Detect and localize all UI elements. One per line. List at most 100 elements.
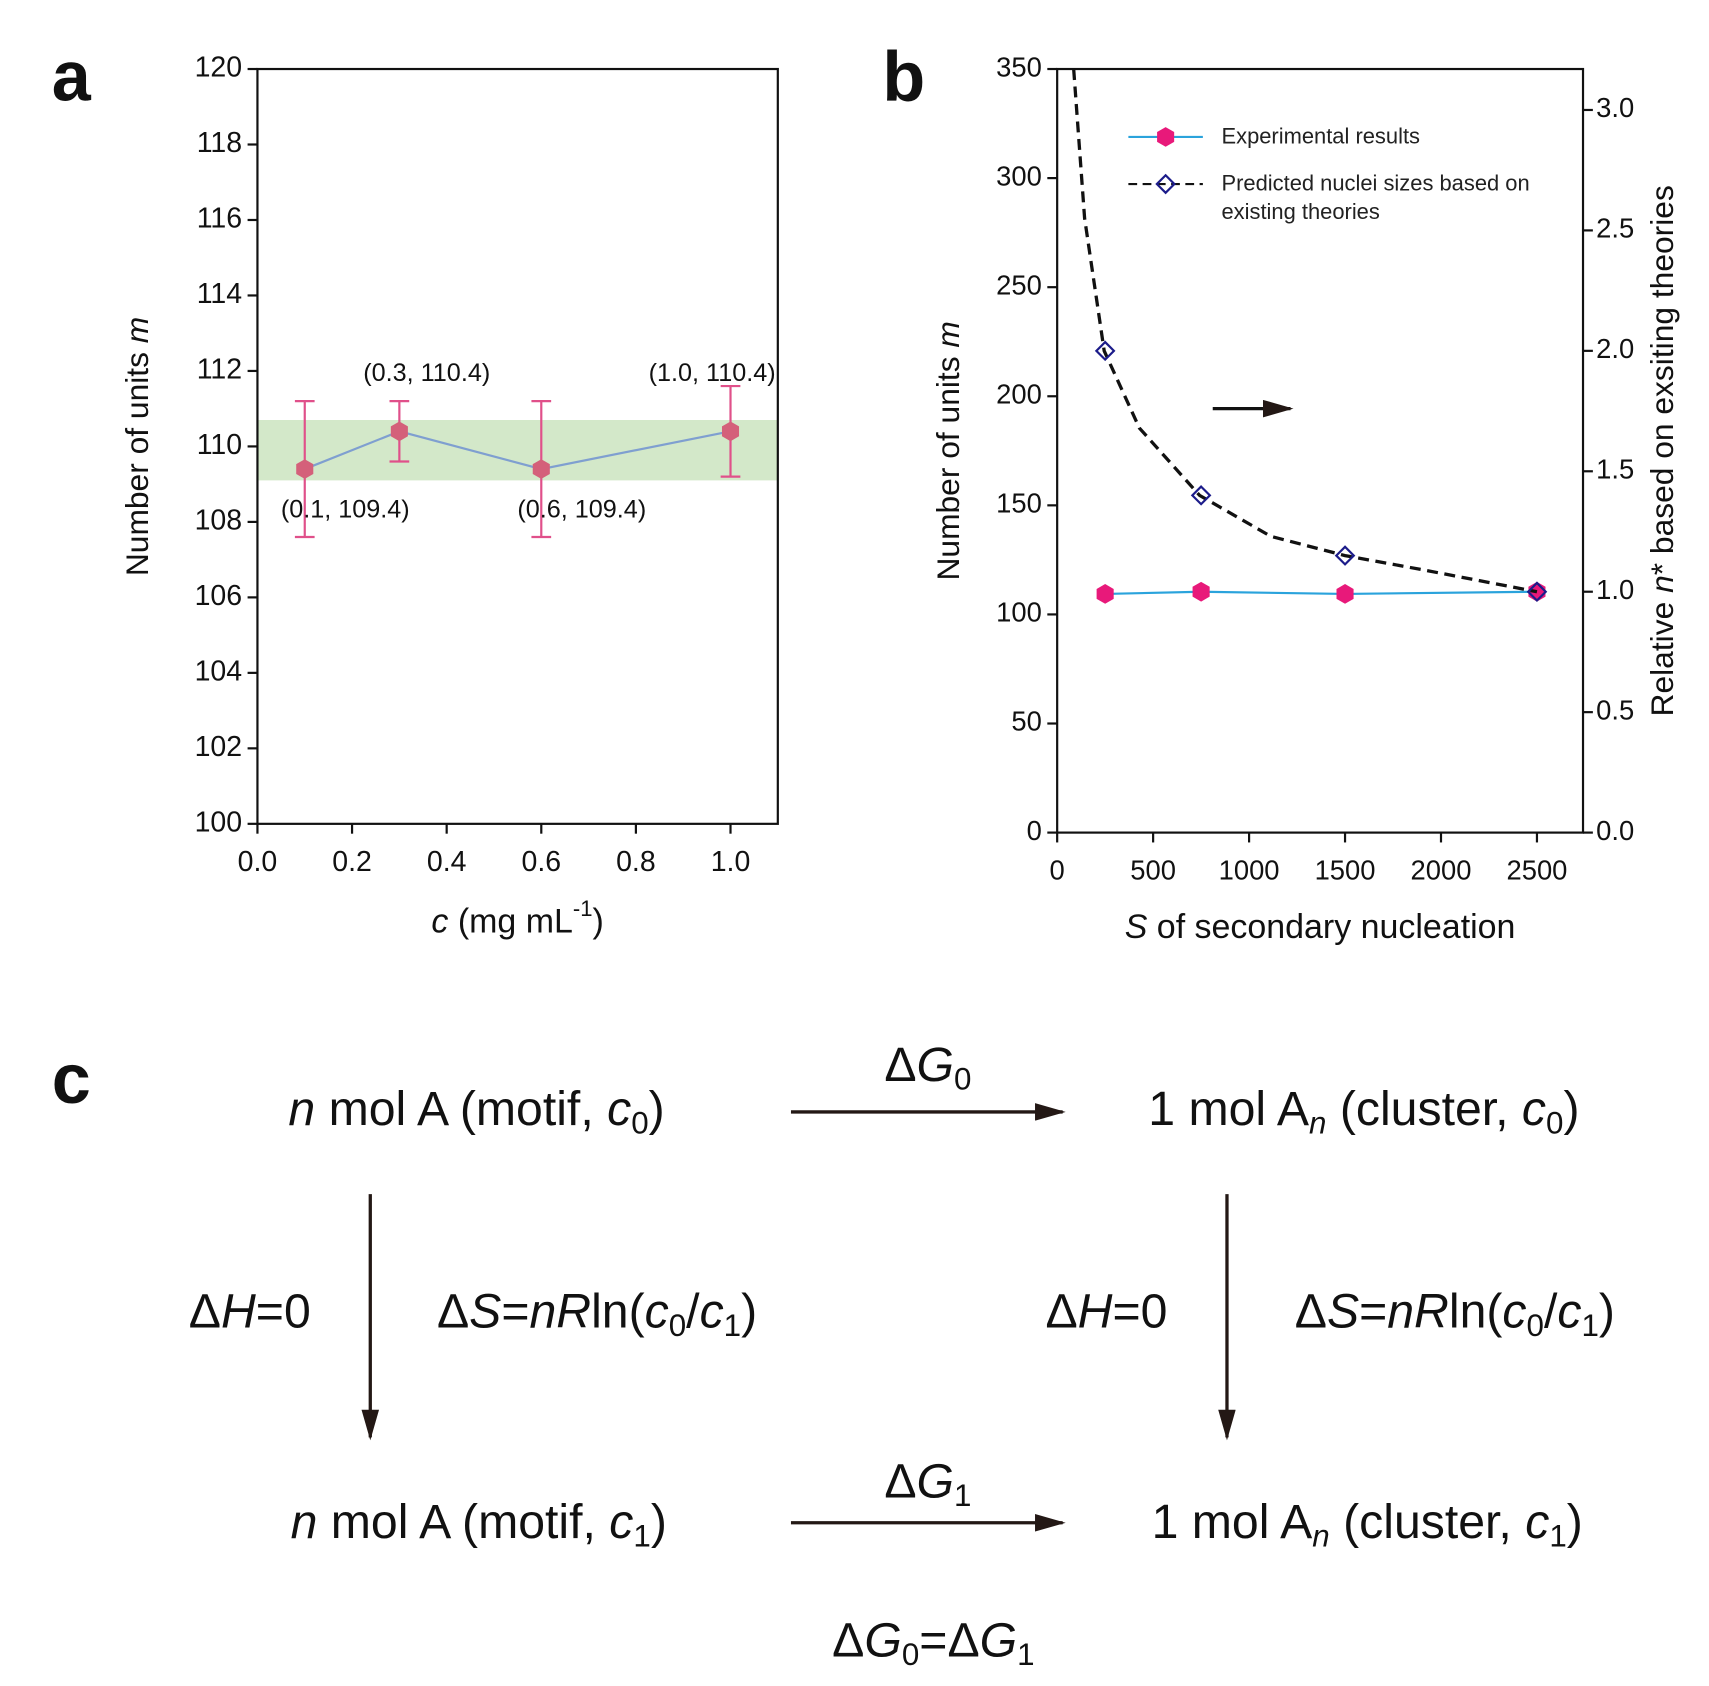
- x-tick-label: 0.0: [238, 846, 278, 878]
- enthalpy-label: ΔH=0: [189, 1284, 311, 1338]
- legend-label: Predicted nuclei sizes based on existing…: [1221, 171, 1530, 225]
- y-tick-label: 110: [197, 429, 242, 461]
- y-tick-label: 0: [1027, 815, 1042, 846]
- text-segment: n: [1309, 1106, 1326, 1141]
- text-segment: 1 mol A: [1148, 1082, 1310, 1136]
- text-segment: n: [291, 1495, 318, 1549]
- text-segment: c: [1522, 1082, 1546, 1136]
- data-point: [1094, 340, 1116, 362]
- entropy-label: ΔS=nRln(c0/c1): [1295, 1284, 1615, 1343]
- legend-label: Experimental results: [1221, 124, 1420, 149]
- text-segment: ): [651, 1495, 667, 1549]
- text-segment: Relative: [1645, 593, 1681, 717]
- text-segment: S: [1327, 1284, 1359, 1338]
- text-segment: Δ: [884, 1038, 916, 1092]
- y2-tick-label: 1.0: [1596, 574, 1634, 605]
- band: [257, 420, 778, 481]
- text-segment: /: [1544, 1284, 1558, 1338]
- text-segment: G: [864, 1613, 901, 1667]
- text-segment: 1 mol A: [1152, 1495, 1314, 1549]
- text-segment: 1: [633, 1519, 650, 1554]
- text-segment: mol A (motif,: [317, 1495, 609, 1549]
- text-segment: Δ: [884, 1454, 916, 1508]
- state: 1 mol An (cluster, c1): [1152, 1495, 1583, 1554]
- text-segment: G: [980, 1613, 1017, 1667]
- y-tick-label: 106: [195, 580, 243, 612]
- text-segment: S: [469, 1284, 501, 1338]
- data-point: [721, 421, 740, 442]
- y-tick-label: 200: [996, 378, 1042, 409]
- y-tick-label: 114: [197, 278, 242, 310]
- y-tick-label: 120: [195, 52, 243, 84]
- text-segment: ): [593, 902, 604, 940]
- data-label: (0.3, 110.4): [363, 359, 490, 387]
- y2-tick-label: 0.0: [1596, 815, 1634, 846]
- text-segment: nR: [1387, 1284, 1449, 1338]
- data-point: [1334, 545, 1356, 566]
- text-segment: 0: [902, 1637, 919, 1672]
- y-tick-label: 150: [996, 488, 1042, 519]
- text-segment: ): [1567, 1495, 1583, 1549]
- text-segment: 0: [954, 1062, 971, 1097]
- text-segment: ln(: [1449, 1284, 1503, 1338]
- text-segment: ): [741, 1284, 757, 1338]
- x-tick-label: 2000: [1411, 854, 1472, 885]
- text-segment: G: [917, 1454, 954, 1508]
- text-segment: 0: [631, 1106, 648, 1141]
- y-axis-label: Number of units m: [930, 321, 966, 580]
- data-point: [1155, 173, 1176, 195]
- text-segment: =0: [256, 1284, 311, 1338]
- text-segment: Δ: [189, 1284, 221, 1338]
- y-tick-label: 100: [996, 597, 1042, 628]
- state: n mol A (motif, c0): [288, 1082, 664, 1141]
- text-segment: Number of units: [120, 343, 156, 576]
- reaction-label: ΔG0: [884, 1038, 971, 1097]
- data-point: [1157, 127, 1175, 147]
- y-tick-label: 102: [195, 731, 243, 763]
- text-segment: H: [221, 1284, 256, 1338]
- y2-tick-label: 2.5: [1596, 213, 1634, 244]
- x-tick-label: 1000: [1219, 854, 1280, 885]
- x-tick-label: 0: [1050, 854, 1065, 885]
- text-segment: Number of units: [930, 348, 966, 581]
- data-point: [1192, 581, 1210, 602]
- state: 1 mol An (cluster, c0): [1148, 1082, 1579, 1141]
- series-line: [1105, 590, 1537, 596]
- text-segment: c: [645, 1284, 669, 1338]
- text-segment: 1: [724, 1308, 741, 1343]
- y2-tick-label: 2.0: [1596, 333, 1634, 364]
- y-axis-label: Number of units m: [120, 317, 156, 576]
- y-tick-label: 116: [197, 202, 242, 234]
- reaction-label: ΔG1: [884, 1454, 971, 1513]
- text-segment: (cluster,: [1326, 1082, 1521, 1136]
- data-point: [532, 459, 550, 479]
- text-segment: c: [609, 1495, 633, 1549]
- state: n mol A (motif, c1): [291, 1495, 667, 1554]
- data-point: [1526, 581, 1548, 603]
- panel-label: c: [52, 1040, 91, 1118]
- text-segment: Δ: [1295, 1284, 1327, 1338]
- text-segment: ln(: [591, 1284, 645, 1338]
- y-tick-label: 112: [197, 353, 242, 385]
- y2-tick-label: 1.5: [1596, 454, 1634, 485]
- text-segment: c: [1525, 1495, 1549, 1549]
- x-axis-label: c (mg mL-1): [431, 896, 603, 941]
- text-segment: 1: [1549, 1519, 1566, 1554]
- x-tick-label: 0.2: [332, 846, 372, 878]
- legend-entry: Experimental results: [1221, 124, 1420, 149]
- y2-axis-label: Relative n* based on exsiting theories: [1645, 185, 1681, 716]
- x-tick-label: 1500: [1315, 854, 1376, 885]
- enthalpy-label: ΔH=0: [1045, 1284, 1167, 1338]
- data-point: [390, 421, 408, 442]
- text-segment: /: [686, 1284, 700, 1338]
- series-line: [304, 430, 731, 471]
- y-tick-label: 104: [195, 655, 243, 687]
- text-segment: =Δ: [919, 1613, 979, 1667]
- x-tick-label: 0.4: [427, 846, 467, 878]
- x-tick-label: 2500: [1507, 854, 1568, 885]
- text-segment: c: [607, 1082, 631, 1136]
- text-segment: mol A (motif,: [315, 1082, 607, 1136]
- text-segment: n: [1312, 1519, 1329, 1554]
